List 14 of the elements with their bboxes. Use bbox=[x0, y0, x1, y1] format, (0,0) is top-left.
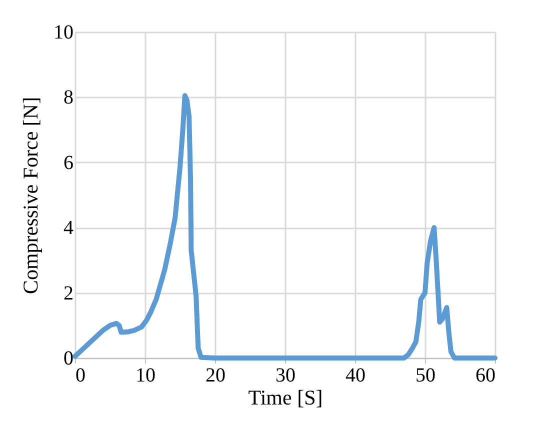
y-tick-label: 8 bbox=[64, 86, 74, 109]
x-tick-label: 10 bbox=[136, 364, 156, 386]
y-axis-title: Compressive Force [N] bbox=[18, 96, 42, 294]
y-tick-label: 10 bbox=[54, 22, 74, 44]
y-tick-label: 0 bbox=[64, 348, 74, 370]
x-tick-label: 50 bbox=[416, 364, 436, 386]
x-tick-label: 60 bbox=[476, 364, 496, 386]
x-tick-label: 30 bbox=[276, 364, 296, 386]
x-axis-title: Time [S] bbox=[248, 386, 323, 410]
y-tick-label: 6 bbox=[64, 152, 74, 174]
x-tick-label: 40 bbox=[346, 364, 366, 386]
x-tick-label: 20 bbox=[206, 364, 226, 386]
y-tick-label: 4 bbox=[64, 217, 74, 240]
y-tick-label: 2 bbox=[64, 282, 74, 304]
